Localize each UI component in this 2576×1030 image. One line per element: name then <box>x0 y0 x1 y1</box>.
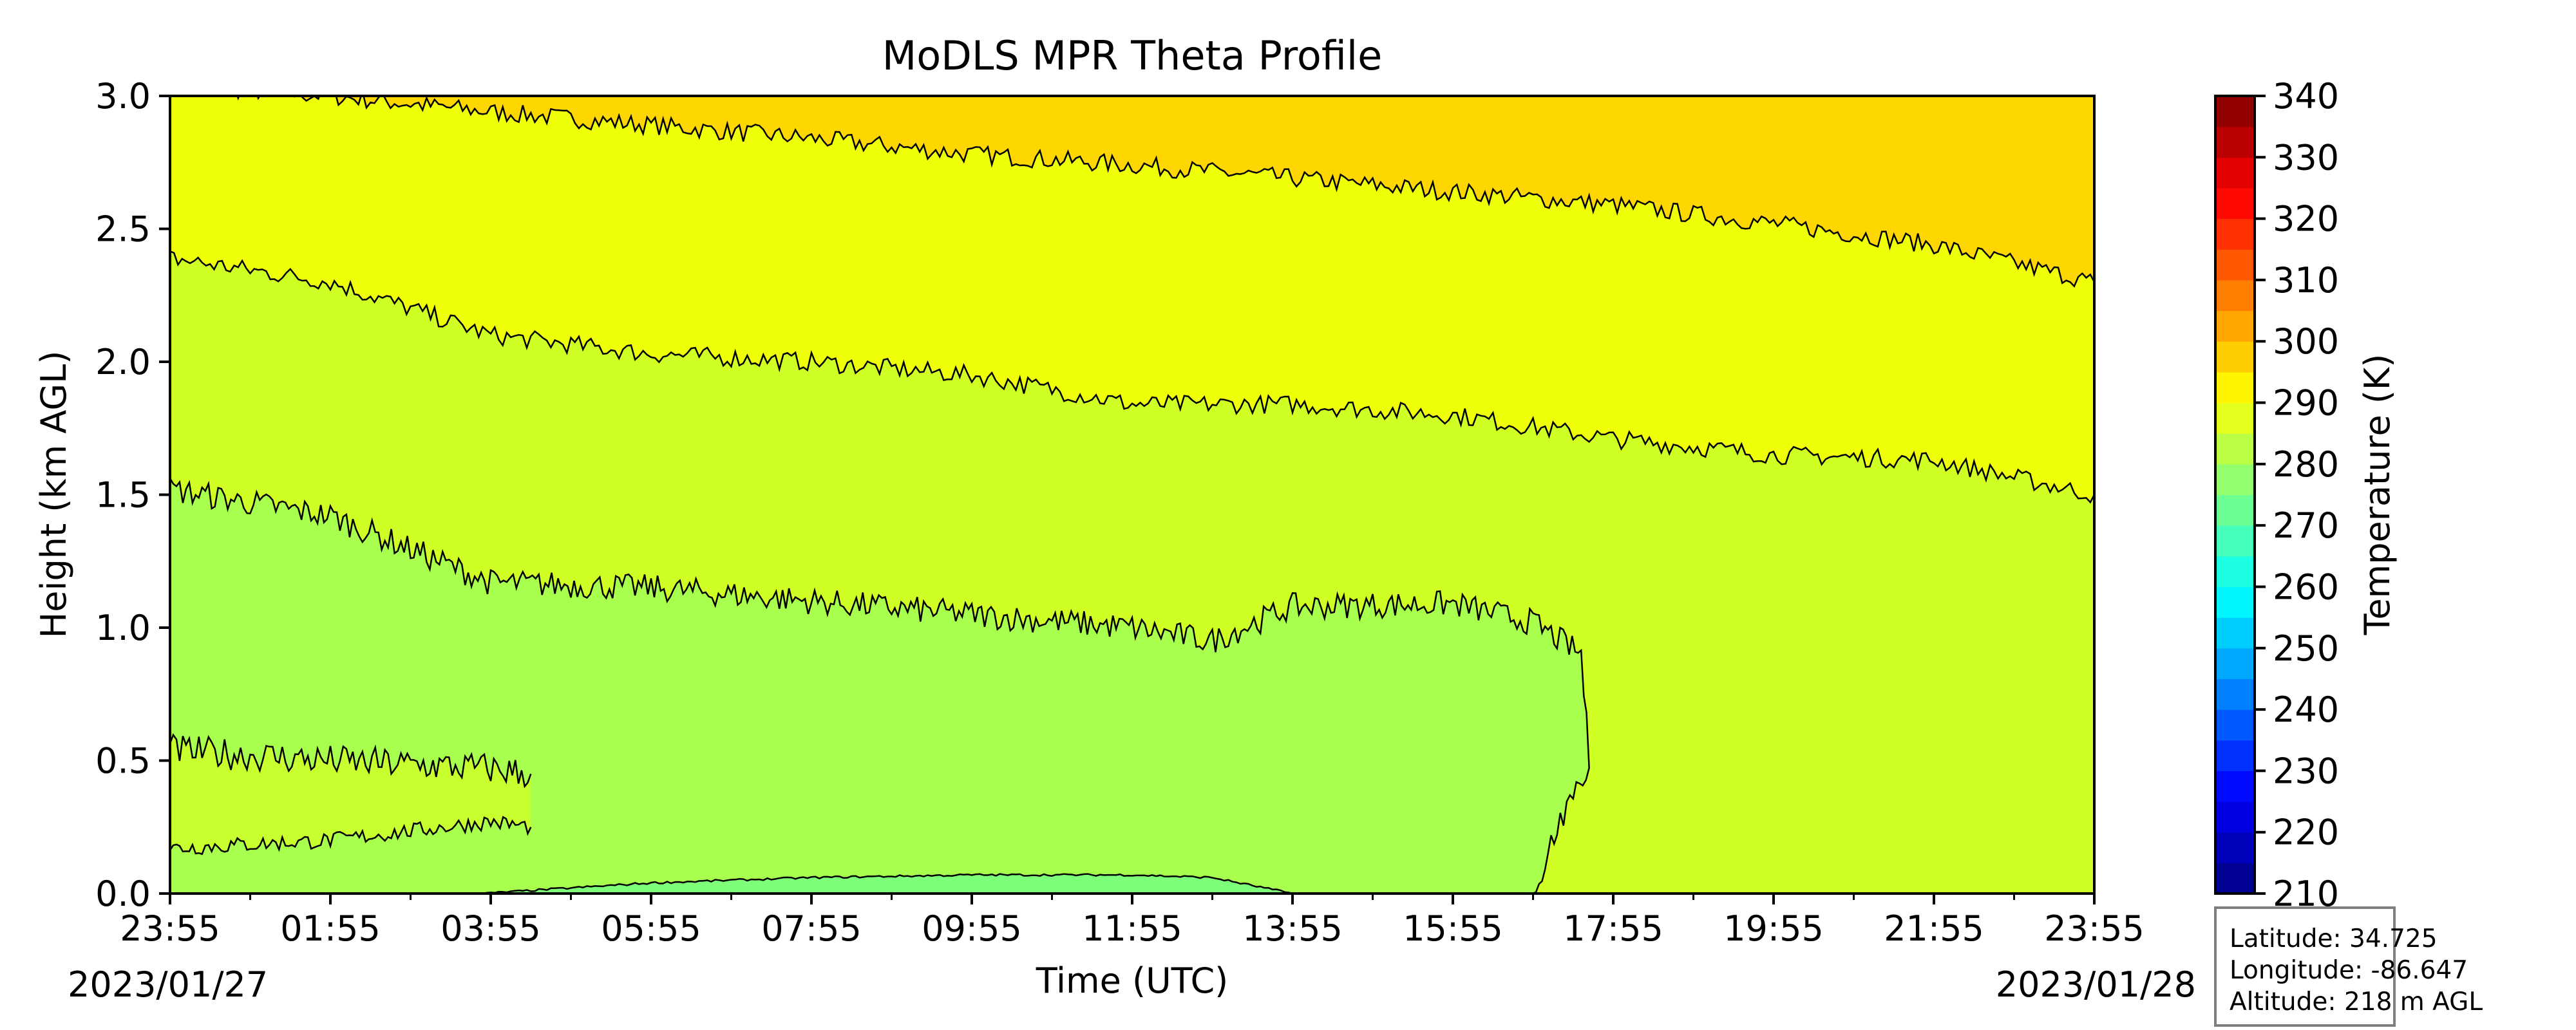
colorbar-segment <box>2215 801 2255 833</box>
x-tick-label: 13:55 <box>1242 908 1343 949</box>
colorbar-segment <box>2215 679 2255 710</box>
y-tick-label: 0.5 <box>95 741 151 782</box>
y-tick-label: 1.0 <box>95 608 151 648</box>
x-tick-label: 15:55 <box>1403 908 1503 949</box>
contour-280-top <box>170 733 532 789</box>
colorbar-tick-label: 240 <box>2273 689 2339 730</box>
colorbar-segment <box>2215 648 2255 680</box>
x-start-date-label: 2023/01/27 <box>68 964 268 1005</box>
colorbar-segment <box>2215 586 2255 618</box>
y-tick-label: 1.5 <box>95 475 151 516</box>
x-axis-label: Time (UTC) <box>1036 960 1229 1001</box>
colorbar-segment <box>2215 249 2255 281</box>
colorbar-tick-label: 310 <box>2273 260 2339 301</box>
band-285-290 <box>170 251 2094 894</box>
colorbar-tick-label: 230 <box>2273 751 2339 791</box>
colorbar-tick-label: 340 <box>2273 76 2339 117</box>
contour-280-bottom <box>170 816 532 856</box>
x-tick-label: 05:55 <box>601 908 701 949</box>
colorbar-segment <box>2215 832 2255 863</box>
x-tick-label: 11:55 <box>1082 908 1182 949</box>
colorbar-segment <box>2215 402 2255 434</box>
contour-290 <box>170 250 2094 504</box>
y-axis-label: Height (km AGL) <box>33 351 74 639</box>
colorbar-tick-label: 270 <box>2273 505 2339 546</box>
y-tick-label: 2.0 <box>95 342 151 382</box>
colorbar-segment <box>2215 863 2255 894</box>
colorbar-segment <box>2215 371 2255 404</box>
x-tick-label: 19:55 <box>1723 908 1824 949</box>
colorbar-tick-label: 250 <box>2273 628 2339 669</box>
colorbar-segment <box>2215 218 2255 250</box>
colorbar-tick-label: 290 <box>2273 383 2339 424</box>
x-tick-label: 23:55 <box>120 908 220 949</box>
longitude-text: Longitude: -86.647 <box>2230 956 2468 985</box>
colorbar-segment <box>2215 494 2255 526</box>
y-tick-label: 0.0 <box>95 874 151 914</box>
contour-295 <box>236 96 2094 288</box>
x-tick-label: 09:55 <box>922 908 1022 949</box>
x-tick-label: 21:55 <box>1884 908 1984 949</box>
colorbar-segment <box>2215 96 2255 127</box>
colorbar-tick-label: 220 <box>2273 812 2339 853</box>
colorbar-segment <box>2215 556 2255 588</box>
colorbar-tick-label: 300 <box>2273 321 2339 362</box>
colorbar-segment <box>2215 740 2255 771</box>
band-285-pocket <box>170 735 531 854</box>
colorbar-label: Temperature (K) <box>2357 354 2398 636</box>
band-290-295 <box>170 96 2094 503</box>
colorbar-tick-label: 330 <box>2273 137 2339 178</box>
chart-title: MoDLS MPR Theta Profile <box>882 32 1383 79</box>
colorbar-segment <box>2215 310 2255 342</box>
colorbar-tick-label: 260 <box>2273 566 2339 607</box>
x-end-date-label: 2023/01/28 <box>1996 964 2196 1005</box>
contour-285 <box>170 478 1590 894</box>
colorbar-segment <box>2215 341 2255 373</box>
colorbar-tick-label: 320 <box>2273 199 2339 239</box>
colorbar-tick-label: 280 <box>2273 444 2339 485</box>
colorbar-segment <box>2215 617 2255 649</box>
y-tick-label: 3.0 <box>95 76 151 117</box>
latitude-text: Latitude: 34.725 <box>2230 924 2438 953</box>
colorbar-segment <box>2215 709 2255 741</box>
x-tick-label: 01:55 <box>280 908 381 949</box>
band-295-300 <box>170 96 2094 286</box>
x-tick-label: 03:55 <box>440 908 541 949</box>
colorbar-segment <box>2215 771 2255 802</box>
colorbar-segment <box>2215 279 2255 312</box>
colorbar-segment <box>2215 157 2255 189</box>
band-275-280 <box>483 874 1293 894</box>
colorbar-segment <box>2215 464 2255 496</box>
altitude-text: Altitude: 218 m AGL <box>2230 988 2483 1016</box>
contour-275 <box>482 873 1293 894</box>
x-tick-label: 17:55 <box>1563 908 1663 949</box>
station-info-box: Latitude: 34.725 Longitude: -86.647 Alti… <box>2214 906 2483 1027</box>
colorbar-segment <box>2215 126 2255 158</box>
x-tick-label: 23:55 <box>2044 908 2145 949</box>
colorbar-segment <box>2215 187 2255 220</box>
colorbar-segment <box>2215 525 2255 557</box>
x-tick-label: 07:55 <box>761 908 862 949</box>
colorbar-frame <box>2214 95 2256 895</box>
colorbar-segment <box>2215 433 2255 465</box>
y-tick-label: 2.5 <box>95 209 151 250</box>
